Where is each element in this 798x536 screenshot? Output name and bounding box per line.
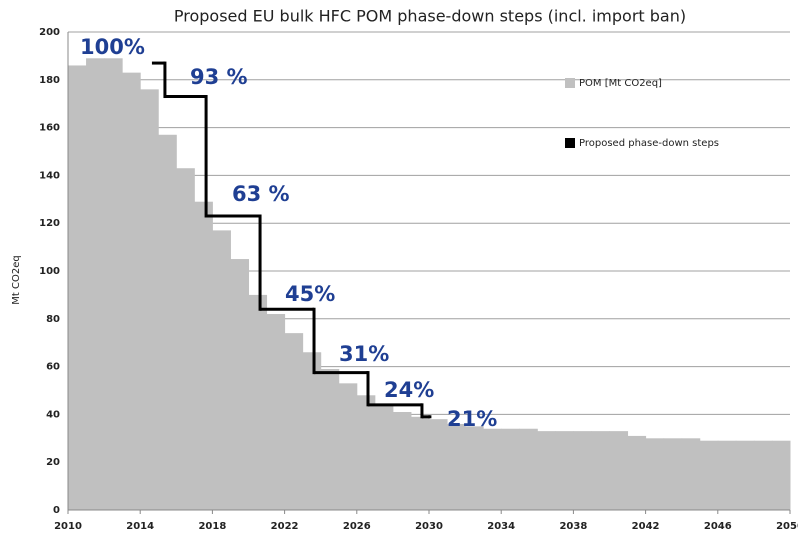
step-percent-label: 21%	[447, 407, 497, 431]
x-tick-label: 2038	[559, 521, 587, 532]
pom-bar	[338, 383, 358, 510]
y-tick-label: 200	[39, 27, 60, 38]
x-tick-label: 2042	[632, 521, 660, 532]
pom-bar	[609, 431, 629, 510]
pom-bar	[284, 333, 304, 510]
y-tick-label: 60	[46, 362, 60, 373]
legend-label: Proposed phase-down steps	[579, 138, 719, 149]
pom-bar	[230, 259, 249, 510]
pom-bar	[699, 440, 719, 510]
pom-bar	[645, 438, 665, 510]
legend-swatch	[565, 138, 575, 148]
pom-bar	[519, 428, 538, 510]
pom-bar	[483, 428, 502, 510]
step-percent-label: 45%	[285, 282, 335, 306]
x-tick-label: 2046	[704, 521, 732, 532]
pom-bar	[248, 294, 268, 510]
pom-bar	[212, 230, 231, 510]
step-percent-label: 93 %	[190, 65, 248, 89]
y-tick-label: 100	[39, 266, 60, 277]
y-tick-label: 80	[46, 314, 60, 325]
x-tick-label: 2034	[487, 521, 515, 532]
pom-bar	[591, 431, 610, 510]
pom-bar	[374, 404, 394, 510]
pom-bar	[266, 314, 286, 510]
pom-bar	[158, 134, 177, 510]
pom-bar	[122, 72, 141, 510]
pom-bar	[429, 419, 448, 510]
y-axis-label: Mt CO2eq	[11, 255, 22, 304]
pom-bar	[410, 416, 430, 510]
legend-swatch	[565, 78, 575, 88]
y-tick-label: 180	[39, 75, 60, 86]
pom-bar	[302, 352, 322, 510]
y-tick-label: 140	[39, 170, 60, 181]
pom-bar	[320, 368, 340, 510]
pom-bar	[140, 89, 159, 511]
y-tick-label: 120	[39, 218, 60, 229]
pom-bar	[537, 431, 556, 510]
x-tick-label: 2018	[198, 521, 226, 532]
pom-bar	[735, 440, 755, 510]
y-tick-label: 0	[53, 505, 60, 516]
pom-bar	[771, 440, 791, 510]
x-tick-label: 2050	[776, 521, 798, 532]
y-tick-label: 20	[46, 457, 60, 468]
step-percent-label: 63 %	[232, 182, 290, 206]
pom-bar	[68, 65, 87, 511]
pom-bar	[194, 201, 213, 510]
chart-title: Proposed EU bulk HFC POM phase-down step…	[174, 7, 686, 26]
y-tick-label: 160	[39, 123, 60, 134]
pom-bar	[717, 440, 737, 510]
pom-bar	[86, 58, 105, 510]
pom-bar	[681, 438, 701, 510]
pom-bar	[753, 440, 773, 510]
step-percent-label: 24%	[384, 378, 434, 402]
x-tick-label: 2022	[271, 521, 299, 532]
pom-bar	[465, 426, 484, 510]
x-tick-label: 2030	[415, 521, 443, 532]
pom-bar	[356, 395, 376, 510]
pom-bar	[663, 438, 683, 510]
step-percent-label: 100%	[80, 35, 145, 59]
x-tick-label: 2010	[54, 521, 82, 532]
step-percent-label: 31%	[339, 342, 389, 366]
pom-bar	[501, 428, 520, 510]
pom-bar	[627, 435, 647, 510]
pom-bar	[392, 412, 412, 510]
pom-bar	[447, 423, 466, 510]
pom-bar	[176, 168, 195, 511]
legend-label: POM [Mt CO2eq]	[579, 78, 662, 89]
x-tick-label: 2026	[343, 521, 371, 532]
y-tick-label: 40	[46, 409, 60, 420]
x-tick-label: 2014	[126, 521, 154, 532]
pom-bar	[104, 58, 123, 510]
pom-bar	[573, 431, 592, 510]
pom-bar	[555, 431, 574, 510]
